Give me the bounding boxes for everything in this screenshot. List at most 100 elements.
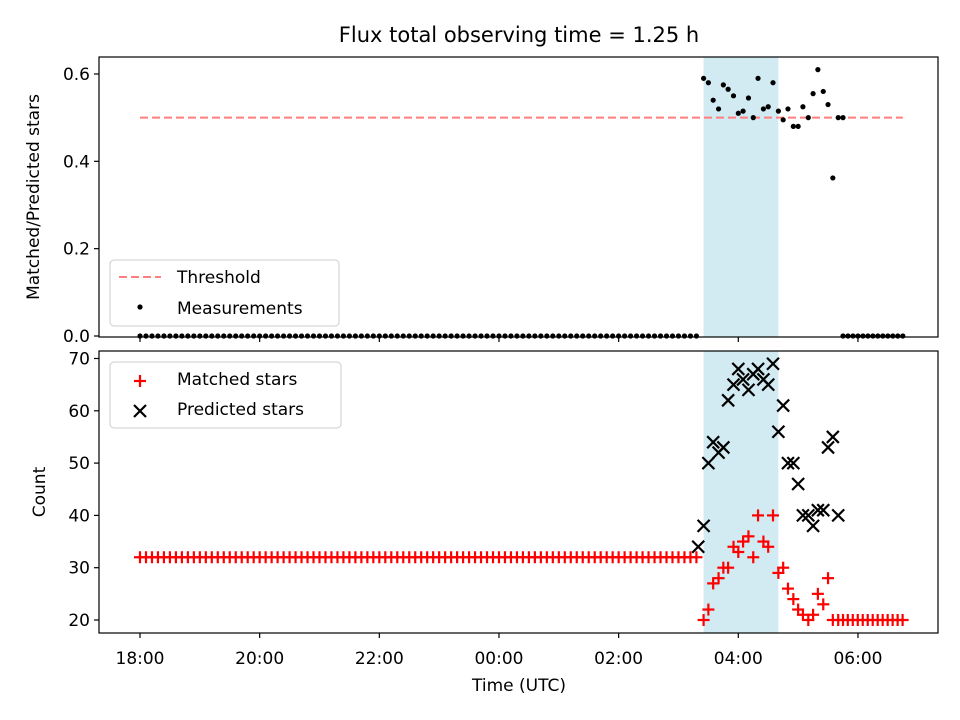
measurement-point bbox=[556, 333, 562, 339]
x-tick-label: 18:00 bbox=[116, 649, 165, 669]
measurement-point bbox=[227, 333, 233, 339]
measurement-point bbox=[478, 333, 484, 339]
measurement-point bbox=[639, 333, 646, 339]
measurement-point bbox=[790, 123, 796, 129]
measurement-point bbox=[424, 333, 430, 339]
predicted-star-point bbox=[816, 503, 831, 517]
matched-star-point bbox=[767, 509, 780, 522]
measurement-point bbox=[825, 101, 831, 108]
legend-predicted-label: Predicted stars bbox=[177, 400, 304, 420]
matched-star-point bbox=[781, 582, 794, 595]
measurement-point bbox=[900, 333, 906, 339]
measurement-point bbox=[870, 333, 876, 339]
matched-stars-points bbox=[134, 509, 909, 626]
measurement-point bbox=[598, 333, 604, 339]
measurement-point bbox=[340, 333, 347, 339]
measurement-point bbox=[209, 333, 215, 339]
bottom-y-axis-label: Count bbox=[30, 466, 50, 517]
measurement-point bbox=[388, 333, 394, 339]
measurement-point bbox=[770, 80, 776, 86]
top-legend: Threshold Measurements bbox=[109, 259, 340, 327]
legend-threshold-label: Threshold bbox=[176, 268, 261, 288]
measurement-point bbox=[304, 333, 311, 339]
predicted-star-point bbox=[721, 393, 735, 408]
measurement-point bbox=[880, 333, 886, 339]
bottom-legend: Matched stars Predicted stars bbox=[109, 361, 342, 429]
bottom-shaded-span bbox=[703, 351, 779, 633]
measurement-point bbox=[755, 75, 761, 81]
top-axes-frame bbox=[98, 56, 939, 338]
predicted-star-point bbox=[731, 362, 746, 376]
top-y-axis-label: Matched/Predicted stars bbox=[24, 94, 44, 300]
measurement-point bbox=[604, 333, 610, 339]
predicted-star-point bbox=[706, 435, 720, 449]
measurement-point bbox=[185, 333, 191, 339]
matched-star-point bbox=[707, 577, 720, 590]
measurement-point bbox=[586, 333, 592, 339]
matched-star-point bbox=[896, 614, 909, 626]
measurement-point bbox=[835, 115, 841, 121]
predicted-star-point bbox=[696, 519, 711, 533]
measurement-point bbox=[161, 333, 167, 339]
measurement-point bbox=[550, 333, 556, 339]
measurement-point bbox=[669, 333, 676, 339]
measurement-point bbox=[430, 333, 436, 339]
measurement-point bbox=[298, 333, 305, 339]
measurement-point bbox=[750, 115, 756, 121]
measurement-point bbox=[681, 333, 688, 339]
measurement-point bbox=[454, 333, 460, 339]
measurement-point bbox=[418, 333, 424, 339]
matched-star-point bbox=[822, 572, 835, 585]
measurement-point bbox=[346, 333, 353, 339]
measurement-point bbox=[810, 91, 816, 97]
predicted-star-point bbox=[726, 377, 741, 392]
measurement-point bbox=[352, 333, 358, 339]
top-y-tick-label: 0.2 bbox=[63, 240, 90, 260]
predicted-star-point bbox=[776, 398, 790, 413]
measurement-point bbox=[179, 333, 185, 339]
measurement-point bbox=[197, 333, 203, 339]
x-tick-label: 20:00 bbox=[235, 649, 284, 669]
measurement-point bbox=[251, 333, 257, 339]
measurement-point bbox=[394, 333, 400, 339]
measurement-point bbox=[890, 333, 896, 339]
measurement-point bbox=[850, 333, 856, 339]
measurement-point bbox=[580, 333, 586, 339]
measurement-point bbox=[520, 333, 526, 339]
measurement-point bbox=[705, 80, 711, 86]
measurement-point bbox=[263, 333, 269, 339]
top-y-ticks: 0.0 0.2 0.4 0.6 bbox=[63, 65, 99, 347]
predicted-star-point bbox=[831, 508, 845, 523]
measurement-point bbox=[496, 333, 502, 339]
measurement-point bbox=[840, 115, 846, 121]
measurement-point bbox=[885, 333, 891, 339]
measurement-point bbox=[370, 333, 376, 339]
legend-matched-label: Matched stars bbox=[177, 370, 297, 390]
measurement-point bbox=[448, 333, 454, 339]
predicted-star-point bbox=[691, 540, 705, 554]
measurement-point bbox=[173, 333, 179, 339]
x-tick-label: 06:00 bbox=[833, 649, 882, 669]
top-y-tick-label: 0.6 bbox=[63, 65, 90, 85]
legend-predicted-swatch bbox=[133, 404, 147, 418]
matched-star-point bbox=[777, 561, 790, 574]
measurement-point bbox=[275, 333, 281, 339]
measurement-point bbox=[760, 106, 767, 112]
measurement-point bbox=[845, 333, 851, 339]
predicted-star-point bbox=[701, 456, 716, 470]
measurement-point bbox=[155, 333, 161, 339]
predicted-star-point bbox=[741, 383, 756, 397]
measurement-point bbox=[191, 333, 197, 339]
measurement-point bbox=[633, 333, 640, 339]
measurement-point bbox=[514, 333, 520, 339]
bottom-x-ticks: 18:00 20:00 22:00 00:00 02:00 04:00 06:00 bbox=[116, 633, 882, 669]
matched-star-point bbox=[737, 535, 750, 548]
measurement-point bbox=[257, 333, 263, 339]
matched-star-point bbox=[722, 561, 735, 574]
x-axis-label: Time (UTC) bbox=[471, 676, 566, 696]
predicted-star-point bbox=[796, 508, 810, 523]
measurement-point bbox=[616, 333, 622, 339]
measurement-point bbox=[775, 108, 781, 114]
measurement-point bbox=[233, 333, 239, 339]
chart-title: Flux total observing time = 1.25 h bbox=[339, 23, 699, 47]
